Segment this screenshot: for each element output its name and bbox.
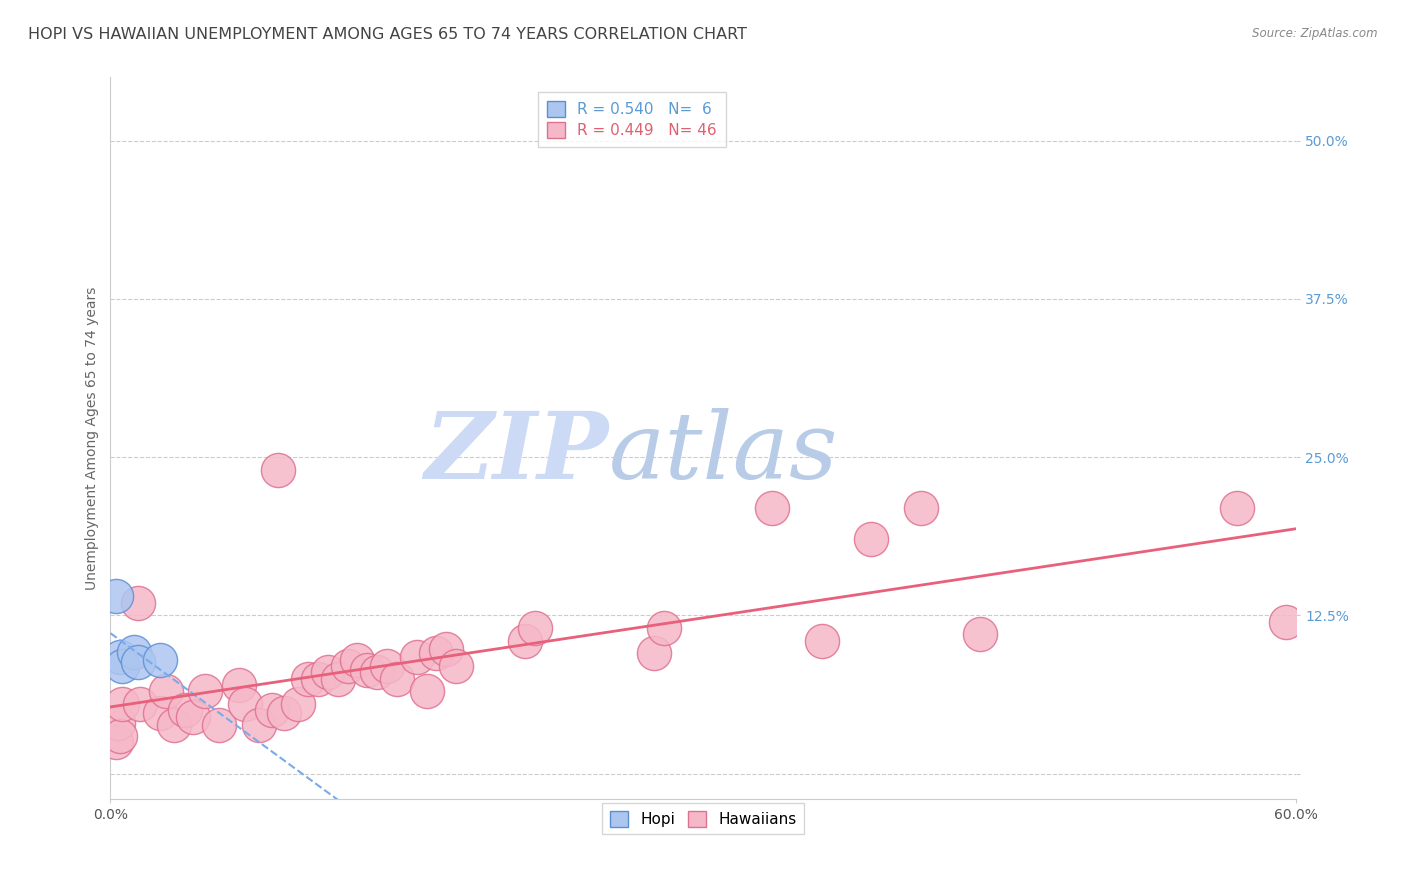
Point — [262, 703, 284, 717]
Point — [129, 697, 152, 711]
Point — [643, 646, 665, 660]
Point — [297, 672, 319, 686]
Point — [405, 650, 427, 665]
Point — [174, 703, 197, 717]
Point — [307, 672, 329, 686]
Point — [110, 650, 132, 665]
Point — [761, 500, 783, 515]
Text: Source: ZipAtlas.com: Source: ZipAtlas.com — [1253, 27, 1378, 40]
Point — [524, 621, 547, 635]
Point — [111, 697, 134, 711]
Point — [444, 659, 467, 673]
Point — [162, 718, 184, 732]
Point — [336, 659, 359, 673]
Point — [375, 659, 398, 673]
Point — [111, 659, 134, 673]
Point — [127, 655, 149, 669]
Point — [110, 729, 132, 743]
Point — [273, 706, 295, 720]
Point — [183, 709, 205, 723]
Point — [415, 684, 437, 698]
Point — [860, 533, 883, 547]
Point — [385, 672, 408, 686]
Point — [434, 642, 457, 657]
Point — [155, 684, 177, 698]
Y-axis label: Unemployment Among Ages 65 to 74 years: Unemployment Among Ages 65 to 74 years — [86, 286, 100, 590]
Text: atlas: atlas — [609, 408, 838, 498]
Point — [356, 663, 378, 677]
Point — [228, 678, 250, 692]
Point — [107, 715, 129, 730]
Point — [969, 627, 991, 641]
Point — [122, 645, 145, 659]
Point — [149, 706, 172, 720]
Point — [515, 633, 537, 648]
Text: HOPI VS HAWAIIAN UNEMPLOYMENT AMONG AGES 65 TO 74 YEARS CORRELATION CHART: HOPI VS HAWAIIAN UNEMPLOYMENT AMONG AGES… — [28, 27, 747, 42]
Point — [208, 718, 231, 732]
Point — [326, 672, 349, 686]
Point — [1275, 615, 1298, 629]
Point — [105, 590, 128, 604]
Point — [247, 718, 270, 732]
Point — [366, 665, 388, 680]
Legend: Hopi, Hawaiians: Hopi, Hawaiians — [602, 803, 804, 835]
Point — [425, 646, 447, 660]
Point — [194, 684, 217, 698]
Point — [233, 697, 256, 711]
Point — [316, 665, 339, 680]
Point — [652, 621, 675, 635]
Point — [1226, 500, 1249, 515]
Text: ZIP: ZIP — [425, 408, 609, 498]
Point — [267, 463, 290, 477]
Point — [127, 596, 149, 610]
Point — [346, 652, 368, 666]
Point — [287, 697, 309, 711]
Point — [149, 652, 172, 666]
Point — [810, 633, 832, 648]
Point — [105, 735, 128, 749]
Point — [910, 500, 932, 515]
